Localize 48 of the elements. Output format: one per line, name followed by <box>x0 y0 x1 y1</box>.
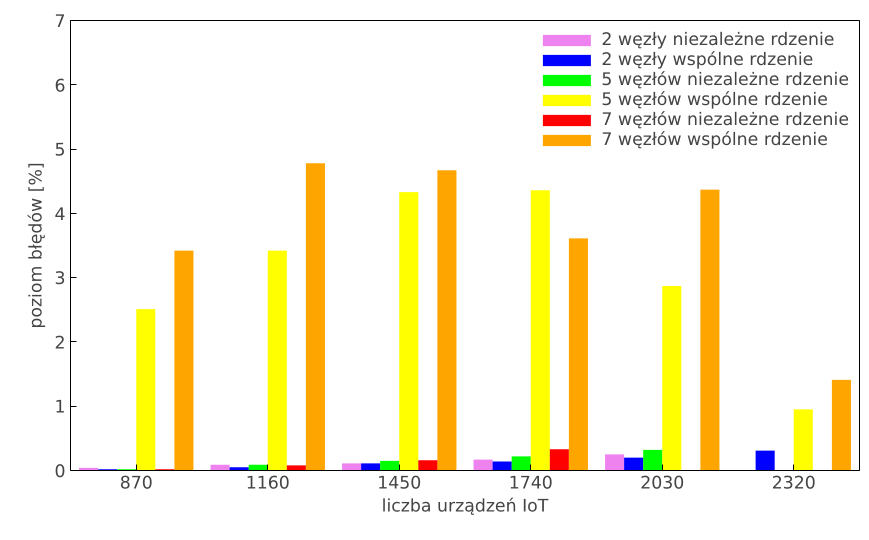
y-tick-label: 1 <box>54 398 66 418</box>
x-tick-label: 2030 <box>640 474 684 494</box>
y-tick-label: 3 <box>54 269 66 290</box>
bar <box>268 250 287 470</box>
bar <box>380 460 400 470</box>
bar <box>512 456 531 470</box>
bar <box>474 460 493 470</box>
bar <box>643 450 662 470</box>
x-tick-label: 2320 <box>772 474 816 494</box>
bar <box>624 458 644 470</box>
x-axis-title: liczba urządzeń IoT <box>382 496 549 516</box>
bar <box>550 449 569 470</box>
bar <box>700 190 720 470</box>
bar <box>361 463 380 470</box>
bar <box>174 250 194 470</box>
x-tick-label: 1160 <box>246 474 290 494</box>
x-tick-label: 1450 <box>377 474 422 494</box>
y-axis-title: poziom błędów [%] <box>26 162 46 329</box>
y-tick-label: 5 <box>54 140 66 161</box>
bar <box>492 462 512 470</box>
bar <box>418 460 438 470</box>
y-tick-label: 4 <box>54 204 66 225</box>
bar <box>342 463 362 470</box>
bar <box>662 286 682 470</box>
y-tick-label: 6 <box>54 76 66 96</box>
bar <box>756 450 775 470</box>
bar <box>605 454 624 470</box>
bar <box>306 163 325 470</box>
bar <box>399 192 418 470</box>
bar <box>568 238 588 470</box>
legend-label: 2 węzły wspólne rdzenie <box>601 50 814 70</box>
legend-label: 7 węzłów wspólne rdzenie <box>601 130 828 150</box>
bar <box>794 409 813 470</box>
legend-label: 7 węzłów niezależne rdzenie <box>601 110 849 130</box>
bar <box>248 464 268 470</box>
y-tick-label: 7 <box>54 12 66 32</box>
bar <box>136 309 156 470</box>
x-tick-label: 1740 <box>508 474 553 494</box>
bar <box>832 380 851 470</box>
y-tick-label: 0 <box>54 462 66 482</box>
bar <box>530 190 550 470</box>
y-tick-label: 2 <box>54 333 66 354</box>
legend-label: 5 węzłów niezależne rdzenie <box>601 70 849 90</box>
bar <box>210 464 230 470</box>
legend-label: 2 węzły niezależne rdzenie <box>601 30 834 50</box>
legend-label: 5 węzłów wspólne rdzenie <box>601 90 828 110</box>
bar <box>437 170 456 470</box>
x-tick-label: 870 <box>120 474 153 494</box>
